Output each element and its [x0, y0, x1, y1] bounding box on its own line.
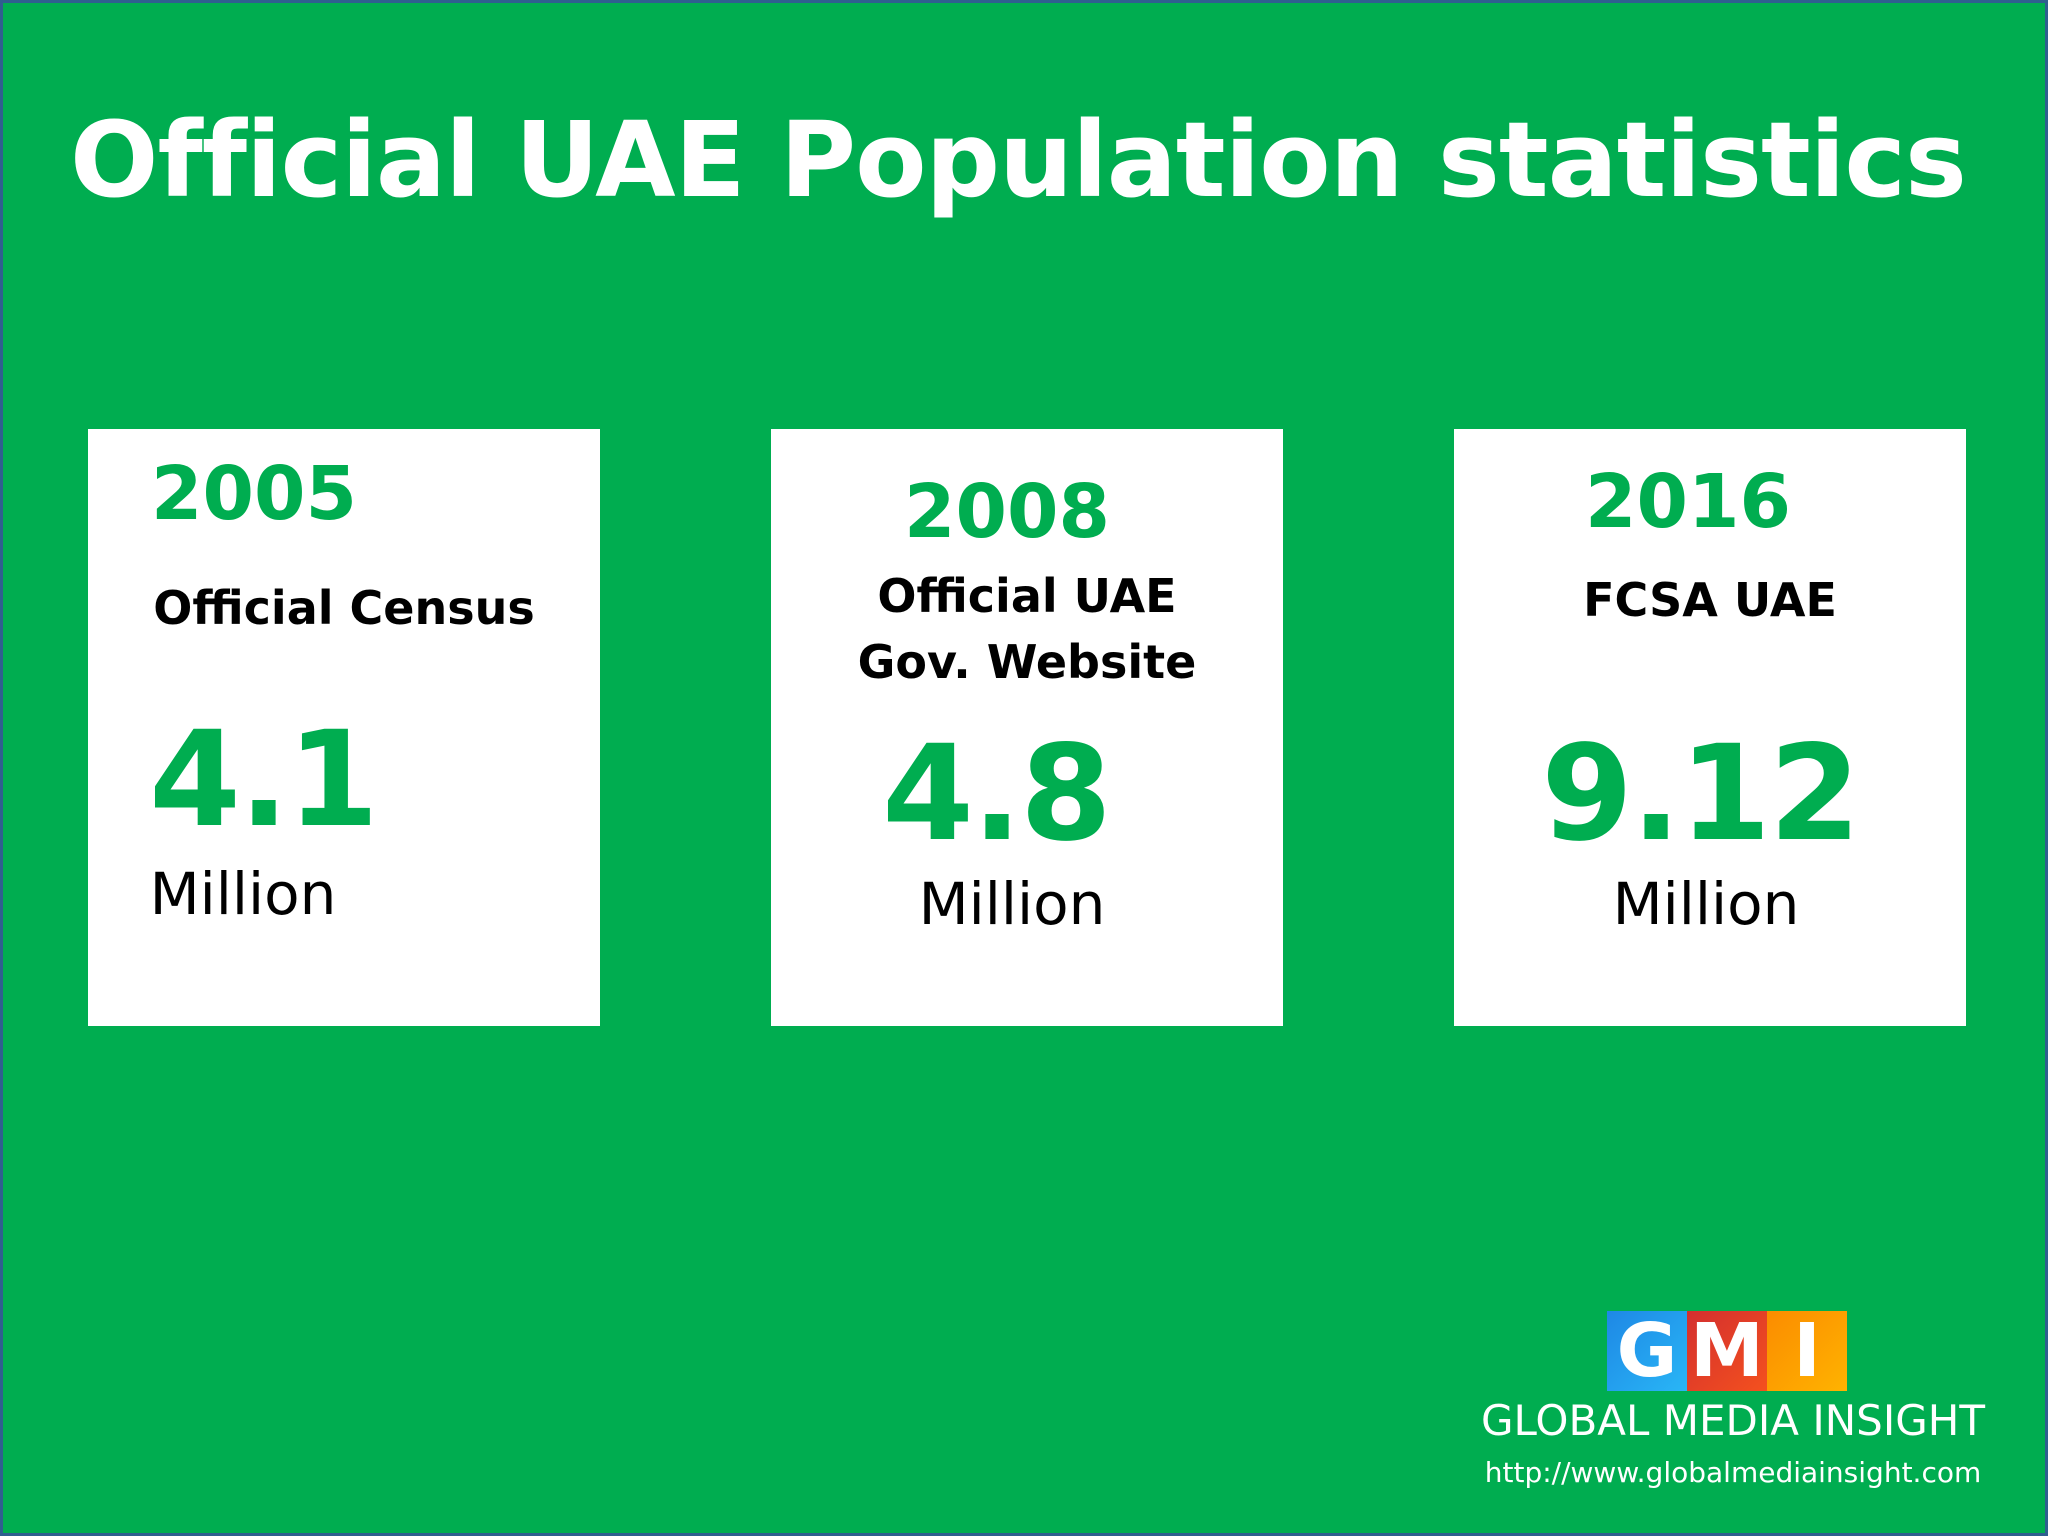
brand-name: GLOBAL MEDIA INSIGHT	[1480, 1396, 1986, 1445]
stat-value: 9.12	[1541, 717, 1861, 871]
page-title: Official UAE Population statistics	[70, 99, 1967, 221]
logo-letter-g: G	[1607, 1311, 1687, 1391]
stat-year: 2005	[151, 451, 357, 537]
stat-unit: Million	[918, 870, 1106, 938]
stat-unit: Million	[1612, 870, 1800, 938]
brand-url: http://www.globalmediainsight.com	[1484, 1456, 1982, 1489]
logo-letter-i: I	[1767, 1311, 1847, 1391]
stat-source: FCSA UAE	[1583, 573, 1837, 627]
stat-source: Official Census	[153, 581, 535, 635]
stat-source-line-1: Official UAE	[877, 569, 1177, 623]
stat-value: 4.8	[882, 717, 1112, 871]
stat-year: 2016	[1585, 459, 1791, 545]
stat-value: 4.1	[149, 703, 379, 857]
stat-card-2016: 2016 FCSA UAE 9.12 Million	[1454, 429, 1966, 1026]
stat-card-2005: 2005 Official Census 4.1 Million	[88, 429, 600, 1026]
logo-letter-m: M	[1687, 1311, 1767, 1391]
stat-source-line-2: Gov. Website	[857, 635, 1197, 689]
gmi-logo: G M I	[1607, 1311, 1847, 1391]
stat-year: 2008	[904, 469, 1110, 555]
stat-unit: Million	[149, 860, 337, 928]
stat-source: Official UAE Gov. Website	[771, 563, 1283, 695]
stat-card-2008: 2008 Official UAE Gov. Website 4.8 Milli…	[771, 429, 1283, 1026]
